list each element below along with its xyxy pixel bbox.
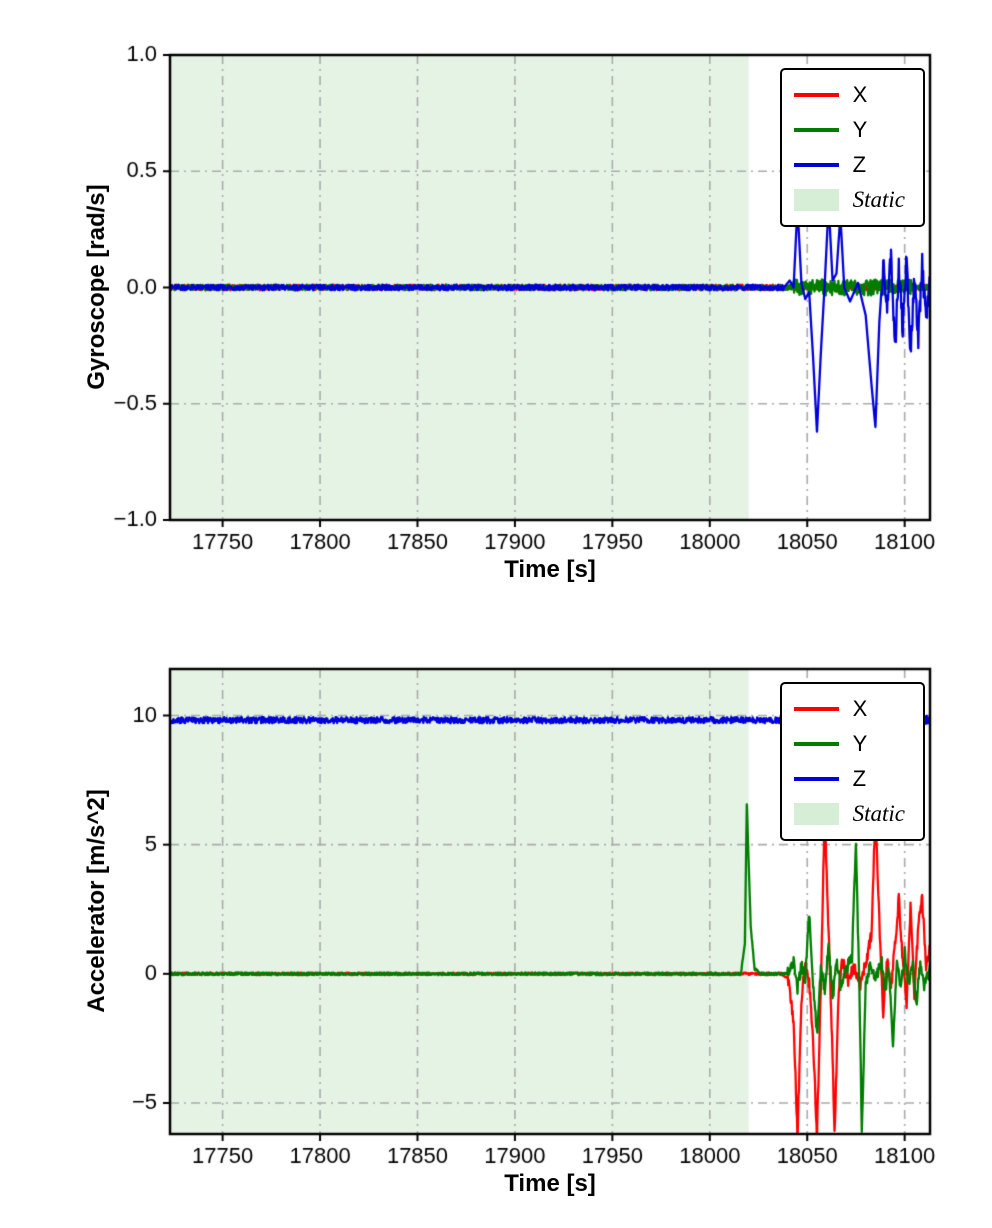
legend-item-x: X (793, 78, 905, 112)
legend-swatch-static (793, 803, 839, 825)
legend-item-x: X (793, 692, 905, 726)
legend-item-y: Y (793, 113, 905, 147)
gyroscope-y-axis-label: Gyroscope [rad/s] (83, 184, 110, 390)
legend-label-y: Y (852, 117, 868, 142)
legend-swatch-x (793, 93, 839, 97)
legend-label-x: X (852, 82, 868, 107)
legend-label-z: Z (852, 766, 867, 791)
legend-swatch-y (793, 128, 839, 132)
legend-swatch-x (793, 707, 839, 711)
legend-swatch-z (793, 163, 839, 167)
legend-item-z: Z (793, 148, 905, 182)
gyroscope-chart: Gyroscope [rad/s] Time [s] X Y Z Static (0, 0, 992, 614)
accelerator-chart: Accelerator [m/s^2] Time [s] X Y Z Static (0, 614, 992, 1228)
legend-label-x: X (852, 696, 868, 721)
legend-label-static: Static (852, 801, 905, 826)
legend-item-y: Y (793, 727, 905, 761)
legend-swatch-static (793, 189, 839, 211)
legend-label-y: Y (852, 731, 868, 756)
legend-label-z: Z (852, 152, 867, 177)
legend-swatch-z (793, 777, 839, 781)
legend-item-static: Static (793, 797, 905, 831)
legend-swatch-y (793, 742, 839, 746)
accelerator-legend: X Y Z Static (779, 682, 925, 841)
accelerator-x-axis-label: Time [s] (504, 1170, 596, 1197)
accelerator-y-axis-label: Accelerator [m/s^2] (83, 789, 110, 1013)
legend-label-static: Static (852, 187, 905, 212)
gyroscope-legend: X Y Z Static (779, 68, 925, 227)
legend-item-z: Z (793, 762, 905, 796)
gyroscope-x-axis-label: Time [s] (504, 556, 596, 583)
legend-item-static: Static (793, 183, 905, 217)
